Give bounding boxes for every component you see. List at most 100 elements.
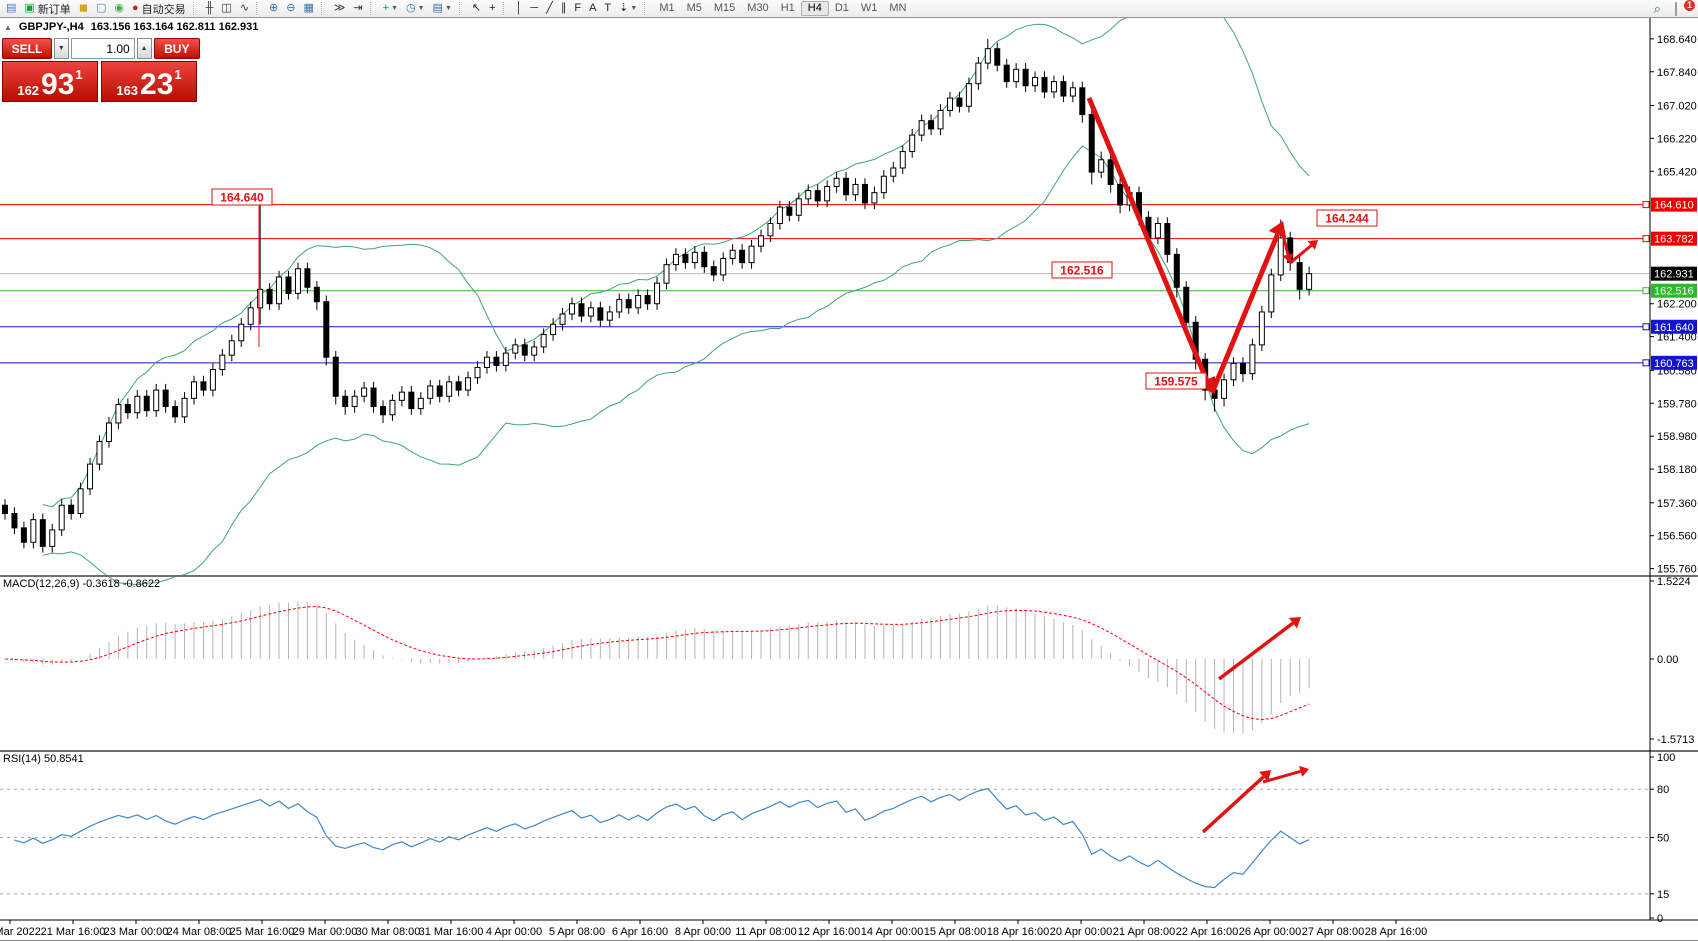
terminal-icon[interactable]: ▢	[93, 1, 109, 16]
buy-price-display[interactable]: 163 23 1	[101, 61, 197, 102]
chart-window-icon[interactable]: ▤	[3, 1, 19, 16]
time-label[interactable]: 29 Mar 00:00	[293, 926, 358, 938]
timeframe-m30[interactable]: M30	[747, 2, 769, 14]
search-icon[interactable]: ⌕	[1651, 1, 1664, 16]
line-handle[interactable]	[1642, 235, 1650, 243]
time-label[interactable]: 20 Apr 00:00	[1050, 926, 1112, 938]
time-label[interactable]: 30 Mar 08:00	[356, 926, 421, 938]
drawn-annotations[interactable]: 164.640 164.244 162.516 159.575	[211, 97, 1378, 834]
volume-decrease-button[interactable]: ▼	[53, 38, 69, 59]
channel-icon[interactable]: ∥	[558, 1, 570, 16]
buy-button[interactable]: BUY	[153, 38, 201, 59]
time-label[interactable]: 18 Mar 2022	[0, 926, 41, 938]
trend-arrow-head[interactable]	[1307, 240, 1318, 250]
horizontal-line-icon[interactable]: ─	[527, 1, 541, 16]
timeframe-m5[interactable]: M5	[686, 2, 702, 14]
zoom-in-icon[interactable]: ⊕	[266, 1, 281, 16]
signal-icon[interactable]: ◉	[111, 1, 127, 16]
chart-shift-icon: ⇥	[353, 2, 363, 14]
crosshair-icon[interactable]: +	[486, 1, 498, 16]
bar-chart-icon[interactable]: ╫	[203, 1, 217, 16]
chart-shift-icon[interactable]: ⇥	[350, 1, 365, 16]
auto-scroll-icon[interactable]: ≫	[331, 1, 349, 16]
time-label[interactable]: 8 Apr 00:00	[675, 926, 731, 938]
timeframe-m1[interactable]: M1	[659, 2, 675, 14]
trend-arrow[interactable]	[1217, 621, 1294, 681]
timeframe-mn[interactable]: MN	[889, 2, 907, 14]
time-label[interactable]: 5 Apr 08:00	[549, 926, 605, 938]
volume-increase-button[interactable]: ▲	[136, 38, 152, 59]
time-label[interactable]: 24 Mar 08:00	[167, 926, 232, 938]
notifications-button[interactable]: 1	[1675, 0, 1696, 16]
tile-windows-icon[interactable]: ▦	[300, 1, 316, 16]
auto-trade-button[interactable]: ● 自动交易	[129, 1, 189, 16]
cursor-icon[interactable]: ↖	[469, 1, 484, 16]
collapse-panel-icon[interactable]: ▲	[4, 22, 12, 32]
indicators-icon-dropdown[interactable]: ▼	[391, 5, 398, 12]
indicators-icon[interactable]: + ▼	[380, 1, 401, 16]
time-label[interactable]: 25 Mar 16:00	[230, 926, 295, 938]
macd-panel-separator[interactable]	[0, 575, 1698, 577]
trend-arrow[interactable]	[1209, 233, 1280, 394]
trend-arrow-head[interactable]	[1259, 770, 1271, 782]
vertical-line-icon[interactable]: │	[513, 1, 526, 16]
arrows-icon-dropdown[interactable]: ▼	[630, 5, 638, 12]
time-label[interactable]: 21 Mar 16:00	[41, 926, 106, 938]
trend-arrow-head[interactable]	[1299, 765, 1309, 777]
sell-button[interactable]: SELL	[2, 38, 52, 59]
text-icon[interactable]: A	[586, 1, 599, 16]
time-label[interactable]: 26 Apr 00:00	[1239, 926, 1301, 938]
time-label[interactable]: 14 Apr 00:00	[861, 926, 923, 938]
horizontal-price-lines[interactable]	[0, 204, 1650, 364]
timeframe-h1[interactable]: H1	[780, 2, 795, 14]
gold-icon[interactable]: ◼	[76, 1, 91, 16]
volume-input[interactable]	[70, 38, 135, 59]
templates-icon[interactable]: ▤ ▼	[430, 1, 455, 16]
time-label[interactable]: 12 Apr 16:00	[798, 926, 860, 938]
new-order-button[interactable]: ▣ 新订单	[21, 1, 73, 16]
time-label[interactable]: 18 Apr 16:00	[987, 926, 1049, 938]
trend-arrow[interactable]	[1086, 97, 1209, 381]
annotation-price-box[interactable]	[1051, 261, 1113, 279]
sell-price-display[interactable]: 162 93 1	[2, 61, 98, 102]
periods-icon[interactable]: ◷ ▼	[403, 1, 428, 16]
time-label[interactable]: 21 Apr 08:00	[1113, 926, 1175, 938]
annotation-price-box[interactable]	[1145, 372, 1207, 390]
time-label[interactable]: 31 Mar 16:00	[419, 926, 484, 938]
time-label[interactable]: 11 Apr 08:00	[735, 926, 797, 938]
label-icon[interactable]: T	[601, 1, 614, 16]
line-handle[interactable]	[1642, 287, 1650, 295]
time-label[interactable]: 28 Apr 16:00	[1365, 926, 1427, 938]
time-label[interactable]: 15 Apr 08:00	[924, 926, 986, 938]
trend-arrow[interactable]	[1262, 769, 1302, 784]
line-handle[interactable]	[1642, 323, 1650, 331]
fibonacci-icon[interactable]: F	[571, 1, 584, 16]
candlestick-chart-icon[interactable]: ◫	[218, 1, 234, 16]
time-label[interactable]: 27 Apr 08:00	[1302, 926, 1364, 938]
timeframe-d1[interactable]: D1	[834, 2, 849, 14]
trend-arrow[interactable]	[1289, 244, 1313, 265]
trendline-icon[interactable]: ╱	[543, 1, 556, 16]
timeframe-h4[interactable]: H4	[800, 1, 829, 16]
time-label[interactable]: 4 Apr 00:00	[486, 926, 542, 938]
trend-arrow[interactable]	[1201, 775, 1265, 834]
zoom-out-icon[interactable]: ⊖	[283, 1, 298, 16]
line-chart-icon[interactable]: ∿	[237, 1, 252, 16]
timeframe-w1[interactable]: W1	[860, 2, 878, 14]
time-label[interactable]: 6 Apr 16:00	[612, 926, 668, 938]
templates-icon-dropdown[interactable]: ▼	[444, 5, 452, 12]
line-handle[interactable]	[1642, 359, 1650, 367]
time-label[interactable]: 23 Mar 00:00	[104, 926, 169, 938]
time-label[interactable]: 22 Apr 16:00	[1176, 926, 1238, 938]
arrows-icon[interactable]: ⇣ ▼	[616, 1, 640, 16]
annotation-price-box[interactable]	[1316, 209, 1378, 227]
trend-arrow[interactable]	[1279, 225, 1290, 255]
periods-icon-dropdown[interactable]: ▼	[417, 5, 425, 12]
timeframe-m15[interactable]: M15	[713, 2, 736, 14]
line-handle[interactable]	[1642, 201, 1650, 209]
annotation-price-box[interactable]	[211, 188, 273, 206]
rsi-panel-separator[interactable]	[0, 750, 1698, 752]
trend-arrow-head[interactable]	[1288, 617, 1301, 629]
